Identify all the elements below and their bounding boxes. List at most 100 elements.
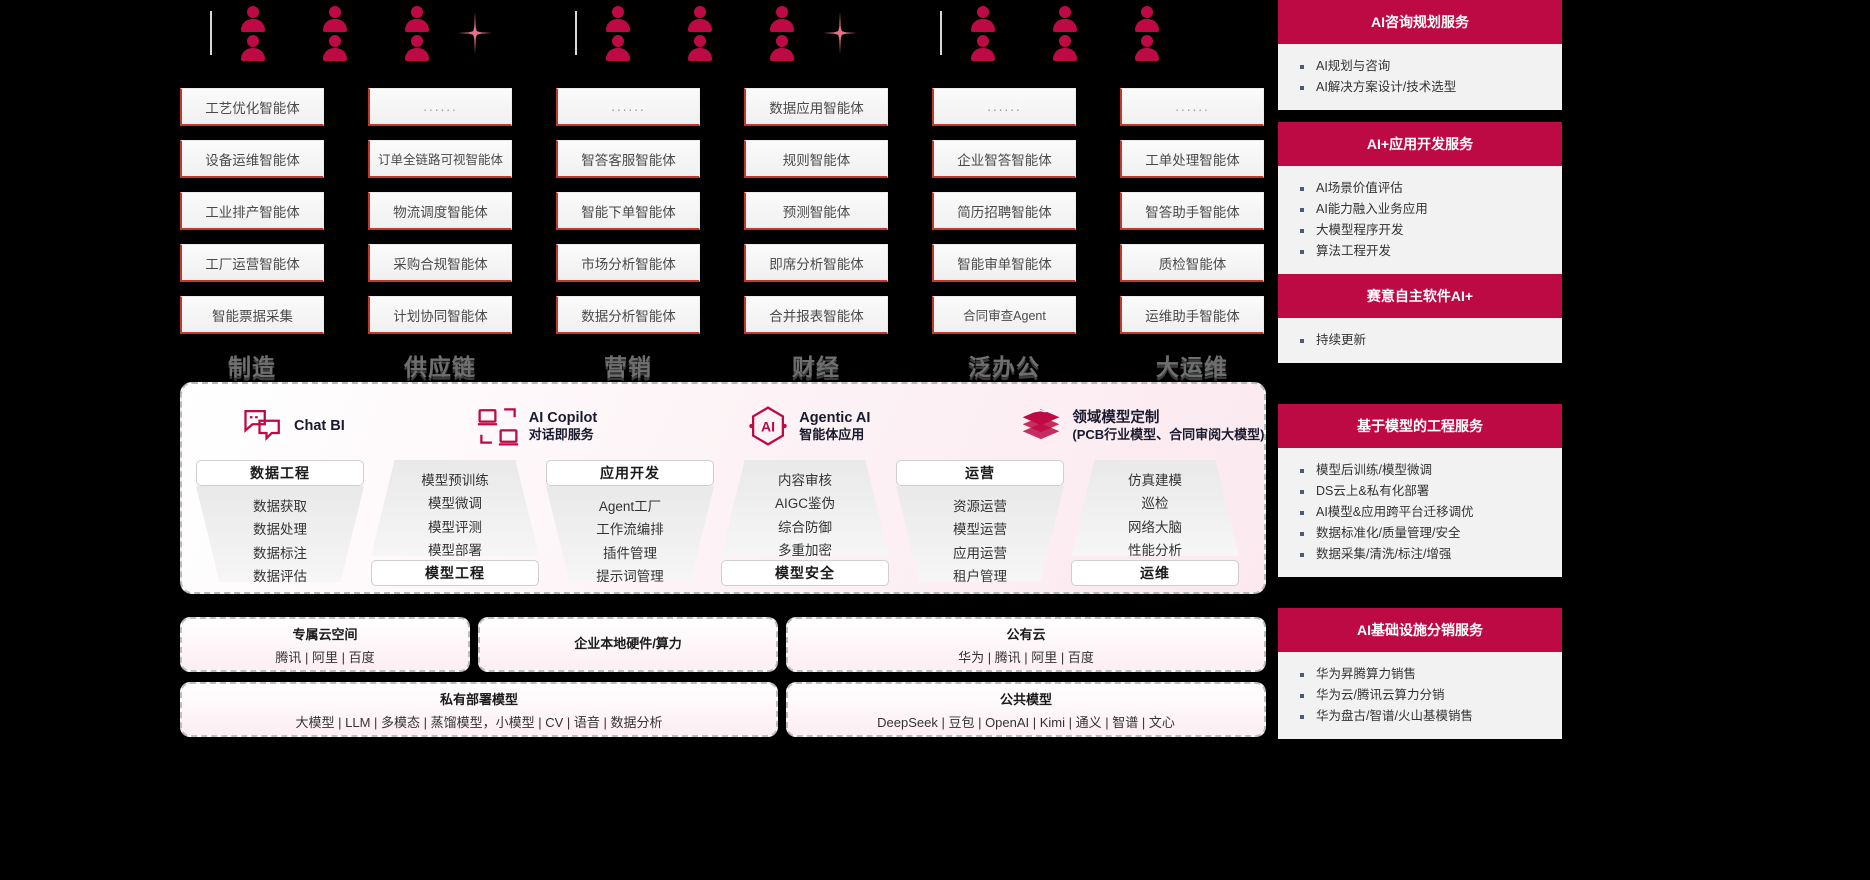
funnel-shape bbox=[371, 460, 539, 556]
person-pair bbox=[769, 5, 795, 61]
agent-card[interactable]: 质检智能体 bbox=[1120, 244, 1264, 282]
agent-card[interactable]: 智能下单智能体 bbox=[556, 192, 700, 230]
funnel-1: 数据工程数据获取 数据处理 数据标注 数据评估 bbox=[196, 460, 364, 586]
infra-bar-5: 公共模型 DeepSeek | 豆包 | OpenAI | Kimi | 通义 |… bbox=[786, 682, 1266, 737]
funnel-label[interactable]: 运维 bbox=[1071, 560, 1239, 586]
person-group bbox=[575, 2, 857, 64]
person-icon bbox=[605, 5, 631, 32]
sparkle-icon bbox=[458, 12, 492, 54]
funnel-shape bbox=[896, 486, 1064, 582]
person-body bbox=[606, 18, 630, 32]
infra-bar-1: 专属云空间 腾讯 | 阿里 | 百度 bbox=[180, 617, 470, 672]
person-body bbox=[688, 18, 712, 32]
persons-row bbox=[180, 0, 1270, 66]
agent-card[interactable]: 智能审单智能体 bbox=[932, 244, 1076, 282]
person-icon bbox=[970, 5, 996, 32]
agent-card[interactable]: 智能票据采集 bbox=[180, 296, 324, 334]
person-icon bbox=[1052, 34, 1078, 61]
person-icon bbox=[970, 34, 996, 61]
person-head bbox=[694, 34, 706, 47]
person-pair bbox=[687, 5, 713, 61]
person-head bbox=[977, 34, 989, 47]
service-panel-title: AI+应用开发服务 bbox=[1278, 122, 1562, 166]
agent-card[interactable]: 工厂运营智能体 bbox=[180, 244, 324, 282]
agent-column: 数据应用智能体 规则智能体预测智能体即席分析智能体 合并报表智能体 bbox=[744, 88, 888, 348]
service-panel-list: 模型后训练/模型微调 DS云上&私有化部署 AI模型&应用跨平台迁移调优 数据标准化/… bbox=[1278, 448, 1562, 577]
funnel-2: 模型预训练 模型微调 模型评测 模型部署 模型工程 bbox=[371, 460, 539, 586]
agent-card[interactable]: 即席分析智能体 bbox=[744, 244, 888, 282]
funnel-item: 多重加密 bbox=[778, 542, 832, 558]
funnel-items: 数据获取 数据处理 数据标注 数据评估 bbox=[196, 492, 364, 588]
funnel-label[interactable]: 模型工程 bbox=[371, 560, 539, 586]
person-pair bbox=[1052, 5, 1078, 61]
person-body bbox=[688, 47, 712, 61]
infra-bar-title: 公有云 bbox=[1006, 626, 1046, 642]
person-icon bbox=[769, 34, 795, 61]
agent-card[interactable]: 规则智能体 bbox=[744, 140, 888, 178]
agent-card[interactable]: 工艺优化智能体 bbox=[180, 88, 324, 126]
funnel-label[interactable]: 应用开发 bbox=[546, 460, 714, 486]
platform-capabilities: Chat BI AI Copilot 对话即服务 AI Agentic AI 智能体应用 领… bbox=[196, 396, 1265, 456]
agent-card[interactable]: 物流调度智能体 bbox=[368, 192, 512, 230]
service-list-item: 华为盘古/智谱/火山基模销售 bbox=[1300, 706, 1548, 727]
person-head bbox=[776, 5, 788, 18]
agent-column: ...... 工单处理智能体 智答助手智能体 质检智能体运维助手智能体 bbox=[1120, 88, 1264, 348]
group-divider bbox=[575, 11, 577, 55]
service-list-item: DS云上&私有化部署 bbox=[1300, 481, 1548, 502]
funnel-item: 数据标注 bbox=[253, 545, 307, 561]
service-list-item: AI规划与咨询 bbox=[1300, 56, 1548, 77]
agent-card[interactable]: ...... bbox=[556, 88, 700, 126]
funnel-item: 应用运营 bbox=[953, 545, 1007, 561]
funnel-item: 网络大脑 bbox=[1128, 519, 1182, 535]
agent-card[interactable]: 工单处理智能体 bbox=[1120, 140, 1264, 178]
agent-card[interactable]: 运维助手智能体 bbox=[1120, 296, 1264, 334]
funnel-item: 模型评测 bbox=[428, 519, 482, 535]
service-panel-title: AI基础设施分销服务 bbox=[1278, 608, 1562, 652]
person-icon bbox=[1052, 5, 1078, 32]
funnel-item: 资源运营 bbox=[953, 499, 1007, 515]
person-head bbox=[411, 5, 423, 18]
agent-card[interactable]: 合同审查Agent bbox=[932, 296, 1076, 334]
infra-bar-subtitle: 腾讯 | 阿里 | 百度 bbox=[275, 649, 375, 665]
funnel-items: Agent工厂 工作流编排 插件管理 提示词管理 bbox=[546, 492, 714, 588]
service-panel-2: AI+应用开发服务 AI场景价值评估 AI能力融入业务应用 大模型程序开发 算法工程开发 bbox=[1278, 122, 1562, 274]
funnel-3: 应用开发 Agent工厂 工作流编排 插件管理 提示词管理 bbox=[546, 460, 714, 586]
agent-card[interactable]: 工业排产智能体 bbox=[180, 192, 324, 230]
funnel-label[interactable]: 运营 bbox=[896, 460, 1064, 486]
agent-card[interactable]: 智答客服智能体 bbox=[556, 140, 700, 178]
capability-subtitle: 对话即服务 bbox=[528, 426, 594, 442]
agent-card-grid: 工艺优化智能体 设备运维智能体 工业排产智能体 工厂运营智能体 智能票据采集......… bbox=[180, 88, 1270, 348]
sparkle-icon bbox=[823, 12, 857, 54]
agent-card[interactable]: 简历招聘智能体 bbox=[932, 192, 1076, 230]
service-list-item: 持续更新 bbox=[1300, 330, 1548, 351]
agent-card[interactable]: 设备运维智能体 bbox=[180, 140, 324, 178]
person-head bbox=[1141, 5, 1153, 18]
agent-column: ...... 订单全链路可视智能体 物流调度智能体 采购合规智能体 计划协同智能体 bbox=[368, 88, 512, 348]
funnel-label[interactable]: 模型安全 bbox=[721, 560, 889, 586]
person-pair bbox=[605, 5, 631, 61]
capability-title: AI Copilot bbox=[528, 409, 598, 426]
service-list-item: AI解决方案设计/技术选型 bbox=[1300, 77, 1548, 98]
agent-card[interactable]: 企业智答智能体 bbox=[932, 140, 1076, 178]
person-head bbox=[1141, 34, 1153, 47]
person-icon bbox=[1134, 5, 1160, 32]
funnel-item: 性能分析 bbox=[1128, 542, 1182, 558]
capability-title: Agentic AI bbox=[799, 409, 871, 426]
agent-card[interactable]: 数据分析智能体 bbox=[556, 296, 700, 334]
agent-card[interactable]: 计划协同智能体 bbox=[368, 296, 512, 334]
service-list-item: 数据采集/清洗/标注/增强 bbox=[1300, 544, 1548, 565]
funnel-label[interactable]: 数据工程 bbox=[196, 460, 364, 486]
agent-card[interactable]: ...... bbox=[932, 88, 1076, 126]
agent-card[interactable]: 合并报表智能体 bbox=[744, 296, 888, 334]
agent-card[interactable]: 市场分析智能体 bbox=[556, 244, 700, 282]
agent-card[interactable]: 订单全链路可视智能体 bbox=[368, 140, 512, 178]
funnel-item: 模型部署 bbox=[428, 542, 482, 558]
funnel-items: 资源运营 模型运营 应用运营 租户管理 bbox=[896, 492, 1064, 588]
agent-card[interactable]: ...... bbox=[1120, 88, 1264, 126]
agent-card[interactable]: 预测智能体 bbox=[744, 192, 888, 230]
agent-card[interactable]: 智答助手智能体 bbox=[1120, 192, 1264, 230]
capability-title: 领域模型定制 bbox=[1072, 409, 1160, 426]
agent-card[interactable]: 采购合规智能体 bbox=[368, 244, 512, 282]
agent-card[interactable]: 数据应用智能体 bbox=[744, 88, 888, 126]
agent-card[interactable]: ...... bbox=[368, 88, 512, 126]
